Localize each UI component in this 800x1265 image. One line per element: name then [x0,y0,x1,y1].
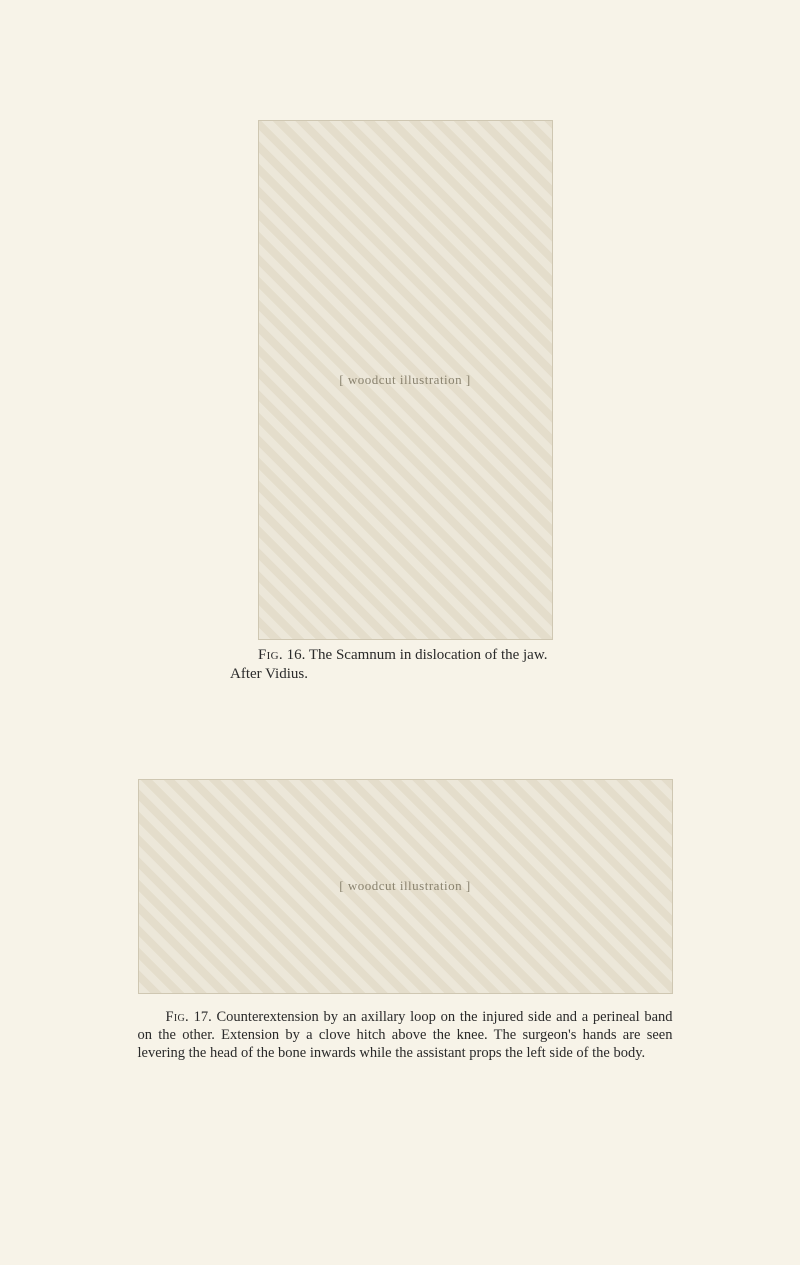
figure-17-caption: Fig. 17. Counterextension by an axillary… [138,1008,673,1062]
figure-16-caption: Fig. 16. The Scamnum in dislocation of t… [230,646,580,684]
figure-17-number: 17. [194,1009,212,1025]
figure-16-number: 16. [287,647,306,663]
figure-16-label-prefix: Fig. [258,647,283,663]
figure-17-image: [ woodcut illustration ] [138,779,673,994]
figure-16-block: [ woodcut illustration ] Fig. 16. The Sc… [230,120,580,684]
figure-17-block: [ woodcut illustration ] Fig. 17. Counte… [138,779,673,1062]
figure-17-placeholder-text: [ woodcut illustration ] [339,878,471,894]
figure-16-image: [ woodcut illustration ] [258,120,553,640]
figure-17-caption-text: Counterextension by an axillary loop on … [138,1009,673,1061]
figure-17-label-prefix: Fig. [166,1009,189,1025]
page-container: [ woodcut illustration ] Fig. 16. The Sc… [0,0,800,1265]
figure-16-placeholder-text: [ woodcut illustration ] [339,372,471,388]
